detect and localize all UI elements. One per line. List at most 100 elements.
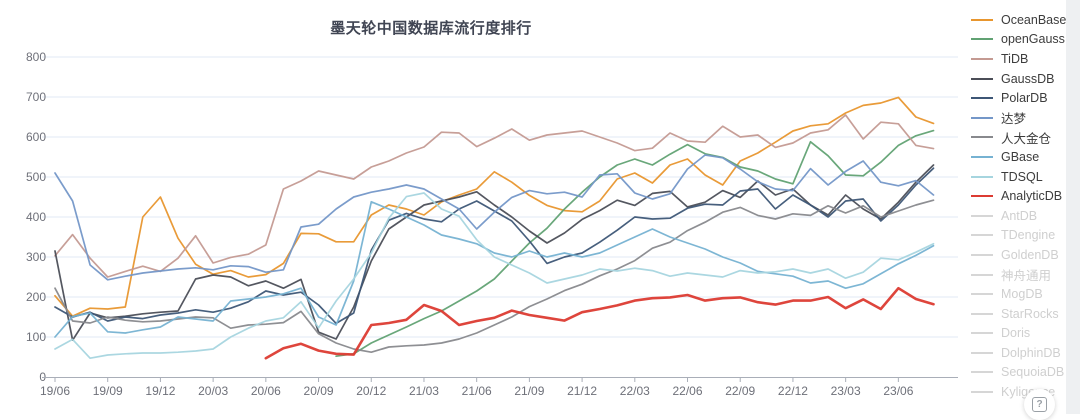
x-axis-label: 21/09 bbox=[514, 384, 544, 398]
legend-item-oceanbase[interactable]: OceanBase bbox=[971, 10, 1071, 30]
legend-label: DolphinDB bbox=[1001, 345, 1061, 360]
legend-label: GoldenDB bbox=[1001, 247, 1059, 262]
legend-label: TDSQL bbox=[1001, 169, 1043, 184]
legend-line-swatch bbox=[971, 234, 993, 237]
x-axis-label: 19/09 bbox=[93, 384, 123, 398]
legend-item-tdengine[interactable]: TDengine bbox=[971, 226, 1071, 246]
legend-line-swatch bbox=[971, 155, 993, 158]
y-axis-label: 300 bbox=[26, 250, 46, 264]
legend-line-swatch bbox=[971, 351, 993, 354]
legend-item-starrocks[interactable]: StarRocks bbox=[971, 304, 1071, 324]
series-line-AnalyticDB[interactable] bbox=[264, 286, 935, 360]
legend-line-swatch bbox=[971, 97, 993, 100]
legend-line-swatch bbox=[971, 38, 993, 41]
legend-line-swatch bbox=[971, 116, 993, 119]
x-axis-label: 23/03 bbox=[831, 384, 861, 398]
legend-label: StarRocks bbox=[1001, 306, 1059, 321]
x-axis-label: 20/12 bbox=[356, 384, 386, 398]
y-axis-label: 700 bbox=[26, 90, 46, 104]
legend-item-cn-6[interactable]: 人大金仓 bbox=[971, 128, 1071, 148]
help-button[interactable]: ? bbox=[1024, 389, 1055, 420]
x-axis-label: 21/06 bbox=[462, 384, 492, 398]
legend-item-gbase[interactable]: GBase bbox=[971, 147, 1071, 167]
series-line-TiDB[interactable] bbox=[54, 114, 935, 278]
series-line-TDSQL[interactable] bbox=[54, 192, 935, 360]
legend-item-polardb[interactable]: PolarDB bbox=[971, 88, 1071, 108]
legend-line-swatch bbox=[971, 253, 993, 256]
legend-line-swatch bbox=[971, 18, 993, 21]
legend-label: 达梦 bbox=[1001, 112, 1027, 127]
legend-label: GaussDB bbox=[1001, 71, 1055, 86]
x-axis-label: 19/12 bbox=[145, 384, 175, 398]
legend-line-swatch bbox=[971, 195, 993, 198]
legend-item-cn-5[interactable]: 达梦 bbox=[971, 108, 1071, 128]
x-axis-label: 21/12 bbox=[567, 384, 597, 398]
x-axis-label: 22/09 bbox=[725, 384, 755, 398]
legend-line-swatch bbox=[971, 57, 993, 60]
y-axis-label: 500 bbox=[26, 170, 46, 184]
x-axis-label: 19/06 bbox=[40, 384, 70, 398]
series-line-openGauss[interactable] bbox=[335, 129, 935, 358]
legend-label: PolarDB bbox=[1001, 91, 1048, 106]
legend-line-swatch bbox=[971, 332, 993, 335]
legend-label: AntDB bbox=[1001, 208, 1038, 223]
y-axis-label: 400 bbox=[26, 210, 46, 224]
x-axis-label: 22/06 bbox=[673, 384, 703, 398]
page-right-gutter bbox=[1066, 0, 1080, 414]
legend-item-opengauss[interactable]: openGauss bbox=[971, 30, 1071, 50]
help-icon: ? bbox=[1032, 397, 1047, 412]
legend-line-swatch bbox=[971, 175, 993, 178]
legend-label: 神舟通用 bbox=[1001, 269, 1052, 284]
y-axis-label: 200 bbox=[26, 290, 46, 304]
legend-line-swatch bbox=[971, 136, 993, 139]
series-line-GBase[interactable] bbox=[54, 200, 935, 338]
x-axis-label: 20/09 bbox=[304, 384, 334, 398]
legend-label: TiDB bbox=[1001, 51, 1029, 66]
legend-item-kyligence[interactable]: Kyligence bbox=[971, 382, 1071, 402]
series-line-PolarDB[interactable] bbox=[54, 167, 935, 325]
legend-line-swatch bbox=[971, 214, 993, 217]
legend-line-swatch bbox=[971, 312, 993, 315]
legend-line-swatch bbox=[971, 273, 993, 276]
series-line-GaussDB[interactable] bbox=[54, 164, 935, 342]
chart-legend: OceanBase openGauss TiDB GaussDB PolarDB 达梦人大… bbox=[971, 10, 1071, 402]
y-axis-label: 600 bbox=[26, 130, 46, 144]
legend-item-doris[interactable]: Doris bbox=[971, 324, 1071, 344]
legend-label: SequoiaDB bbox=[1001, 365, 1065, 380]
legend-label: openGauss bbox=[1001, 32, 1065, 47]
x-axis-label: 22/03 bbox=[620, 384, 650, 398]
chart-title: 墨天轮中国数据库流行度排行 bbox=[330, 20, 532, 37]
legend-label: TDengine bbox=[1001, 228, 1056, 243]
legend-line-swatch bbox=[971, 293, 993, 296]
x-axis-label: 20/03 bbox=[198, 384, 228, 398]
legend-item-sequoiadb[interactable]: SequoiaDB bbox=[971, 363, 1071, 383]
legend-item-antdb[interactable]: AntDB bbox=[971, 206, 1071, 226]
legend-item-tdsql[interactable]: TDSQL bbox=[971, 167, 1071, 187]
x-axis-label: 20/06 bbox=[251, 384, 281, 398]
legend-label: AnalyticDB bbox=[1001, 189, 1063, 204]
series-line-OceanBase[interactable] bbox=[54, 96, 935, 318]
series-line-人大金仓[interactable] bbox=[54, 199, 935, 354]
legend-line-swatch bbox=[971, 371, 993, 374]
legend-item-cn-13[interactable]: 神舟通用 bbox=[971, 265, 1071, 285]
legend-item-tidb[interactable]: TiDB bbox=[971, 49, 1071, 69]
x-axis-label: 22/12 bbox=[778, 384, 808, 398]
x-axis-label: 21/03 bbox=[409, 384, 439, 398]
legend-label: 人大金仓 bbox=[1001, 131, 1052, 146]
x-axis-label: 23/06 bbox=[883, 384, 913, 398]
y-axis-label: 800 bbox=[26, 50, 46, 64]
legend-label: Doris bbox=[1001, 326, 1031, 341]
legend-item-dolphindb[interactable]: DolphinDB bbox=[971, 343, 1071, 363]
legend-item-gaussdb[interactable]: GaussDB bbox=[971, 69, 1071, 89]
legend-item-mogdb[interactable]: MogDB bbox=[971, 284, 1071, 304]
legend-label: OceanBase bbox=[1001, 12, 1067, 27]
legend-line-swatch bbox=[971, 77, 993, 80]
y-axis-label: 100 bbox=[26, 330, 46, 344]
legend-item-analyticdb[interactable]: AnalyticDB bbox=[971, 186, 1071, 206]
series-line-达梦[interactable] bbox=[54, 154, 935, 281]
legend-line-swatch bbox=[971, 391, 993, 394]
legend-item-goldendb[interactable]: GoldenDB bbox=[971, 245, 1071, 265]
legend-label: GBase bbox=[1001, 149, 1040, 164]
legend-label: MogDB bbox=[1001, 287, 1043, 302]
